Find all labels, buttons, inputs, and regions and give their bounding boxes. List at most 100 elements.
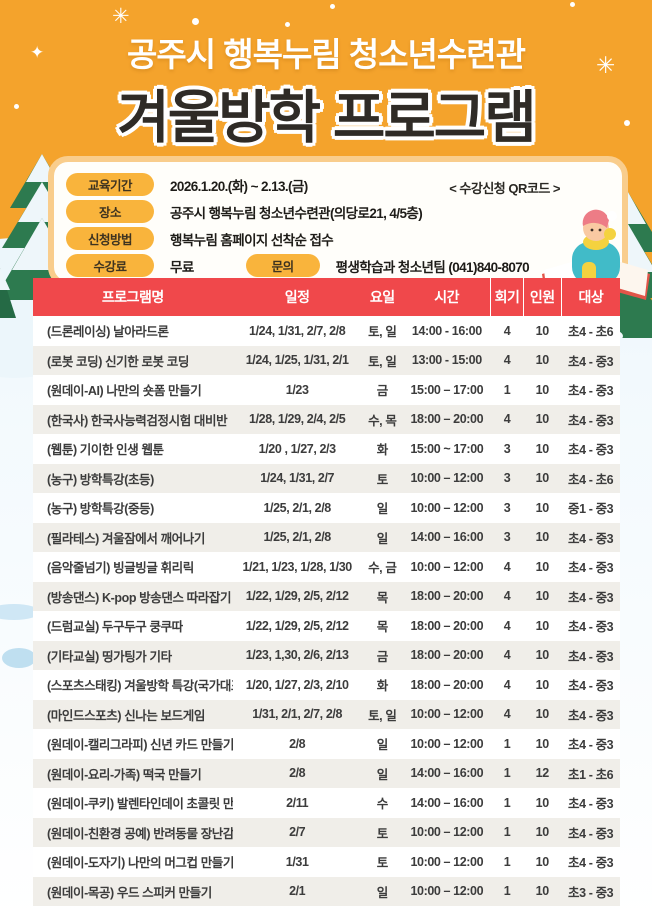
cell-time: 14:00 - 16:00 [411,323,482,338]
cell-days: 일 [376,738,389,753]
snow-blob [0,604,40,620]
cell-days: 수 [376,797,389,812]
cell-program-name: (기타교실) 띵가팅가 기타 [33,640,233,670]
cell-schedule: 2/8 [289,736,306,751]
cell-sessions: 1 [490,758,524,788]
cell-days: 일 [361,876,403,906]
cell-target: 초4 - 중3 [568,797,614,812]
cell-schedule: 1/24, 1/31, 2/7 [232,463,362,493]
header-days: 요일 [361,278,403,316]
cell-schedule: 1/20, 1/27, 2/3, 2/10 [245,677,349,692]
cell-time: 10:00 – 12:00 [402,463,491,493]
cell-sessions: 1 [503,736,511,751]
cell-target: 초4 - 중3 [561,640,620,670]
cell-time: 18:00 – 20:00 [410,618,484,633]
cell-sessions: 3 [490,463,524,493]
contact-pill: 문의 [245,254,320,277]
cell-sessions: 1 [490,817,524,847]
cell-program-name: (원데이-친환경 공예) 반려동물 장난감 만들기 [33,817,233,847]
cell-capacity: 10 [535,618,550,633]
period-pill: 교육기간 [66,173,154,196]
cell-program-name: (원데이-도자기) 나만의 머그컵 만들기 [47,856,233,871]
cell-time: 18:00 – 20:00 [402,640,491,670]
table-body: (드론레이싱) 날아라드론 1/24, 1/31, 2/7, 2/8 토, 일 14:… [33,316,620,906]
cell-target: 초4 - 중3 [568,384,614,399]
header-schedule: 일정 [232,278,362,316]
cell-sessions: 3 [503,500,511,515]
table-row: (원데이-요리-가족) 떡국 만들기 2/8 일 14:00 – 16:00 1 12 초1… [33,758,620,788]
fee-pill: 수강료 [66,254,154,277]
header-target: 대상 [560,278,620,316]
table-row: (원데이-캘리그라피) 신년 카드 만들기 2/8 일 10:00 – 12:00 1 1… [33,729,620,759]
cell-sessions: 4 [490,581,524,611]
cell-capacity: 10 [523,640,562,670]
cell-sessions: 4 [490,404,524,434]
cell-program-name: (농구) 방학특강(중등) [47,502,154,517]
table-row: (농구) 방학특강(중등) 1/25, 2/1, 2/8 일 10:00 – 12:0… [33,493,620,523]
table-row: (스포츠스태킹) 겨울방학 특강(국가대표 직접지도) 1/20, 1/27, 2… [33,670,620,700]
cell-capacity: 10 [535,382,550,397]
program-schedule-table: 프로그램명 일정 요일 시간 회기 인원 대상 (드론레이싱) 날아라드론 1/2… [33,278,620,906]
cell-time: 18:00 – 20:00 [410,677,484,692]
cell-capacity: 10 [535,736,550,751]
cell-program-name: (한국사) 한국사능력검정시험 대비반 [33,404,233,434]
cell-time: 18:00 – 20:00 [402,581,491,611]
cell-sessions: 4 [503,618,511,633]
fee-value: 무료 [170,259,194,275]
cell-time: 15:00 ~ 17:00 [410,441,484,456]
cell-schedule: 2/11 [286,795,309,810]
cell-program-name: (필라테스) 겨울잠에서 깨어나기 [33,522,233,552]
cell-program-name: (로봇 코딩) 신기한 로봇 코딩 [33,345,233,375]
cell-target: 초4 - 중3 [568,443,614,458]
info-row-place: 장소 공주시 행복누림 청소년수련관(의당로21, 4/5층) [66,198,610,225]
cell-target: 초4 - 중3 [568,679,614,694]
cell-days: 토 [361,463,403,493]
info-row-fee-contact: 수강료 무료 문의 평생학습과 청소년팀 (041)840-8070 [66,252,610,279]
cell-schedule: 1/21, 1/23, 1/28, 1/30 [242,559,352,574]
cell-schedule: 1/24, 1/25, 1/31, 2/1 [232,345,362,375]
contact-value: 평생학습과 청소년팀 (041)840-8070 [335,259,530,275]
sparkle-icon: ✳ [596,52,616,78]
header-time: 시간 [402,278,491,316]
cell-target: 초4 - 중3 [561,581,620,611]
cell-sessions: 3 [490,522,524,552]
cell-days: 금 [376,384,389,399]
cell-program-name: (마인드스포츠) 신나는 보드게임 [33,699,233,729]
cell-days: 토 [376,856,389,871]
cell-sessions: 1 [503,795,511,810]
cell-capacity: 10 [523,876,562,906]
cell-schedule: 1/23 [285,382,309,397]
cell-sessions: 4 [503,323,511,338]
cell-capacity: 10 [523,404,562,434]
cell-schedule: 1/25, 2/1, 2/8 [232,522,362,552]
cell-sessions: 1 [503,382,511,397]
table-row: (로봇 코딩) 신기한 로봇 코딩 1/24, 1/25, 1/31, 2/1 토,… [33,345,620,375]
cell-time: 13:00 - 15:00 [402,345,491,375]
cell-sessions: 4 [490,345,524,375]
cell-time: 10:00 – 12:00 [410,854,484,869]
dot-icon [570,2,575,7]
cell-target: 초3 - 중3 [561,876,620,906]
cell-days: 목 [376,620,389,635]
qr-code-label: < 수강신청 QR코드 > [449,181,560,196]
cell-schedule: 1/25, 2/1, 2/8 [263,500,331,515]
cell-target: 초4 - 중3 [561,699,620,729]
cell-time: 18:00 – 20:00 [402,404,491,434]
cell-capacity: 10 [535,500,550,515]
table-row: (원데이-AI) 나만의 숏폼 만들기 1/23 금 15:00 – 17:00 1 10… [33,375,620,405]
cell-schedule: 1/24, 1/31, 2/7, 2/8 [249,323,346,338]
cell-time: 14:00 – 16:00 [410,795,484,810]
cell-program-name: (원데이-캘리그라피) 신년 카드 만들기 [47,738,233,753]
cell-days: 수, 목 [361,404,403,434]
cell-time: 10:00 – 12:00 [402,699,491,729]
cell-schedule: 1/22, 1/29, 2/5, 2/12 [245,618,349,633]
cell-days: 금 [361,640,403,670]
cell-sessions: 1 [503,854,511,869]
table-row: (웹툰) 기이한 인생 웹툰 1/20 , 1/27, 2/3 화 15:00 ~ 1… [33,434,620,464]
cell-capacity: 10 [523,817,562,847]
dot-icon [330,4,335,9]
method-pill: 신청방법 [66,227,154,250]
cell-schedule: 1/20 , 1/27, 2/3 [258,441,336,456]
cell-target: 초4 - 중3 [568,561,614,576]
